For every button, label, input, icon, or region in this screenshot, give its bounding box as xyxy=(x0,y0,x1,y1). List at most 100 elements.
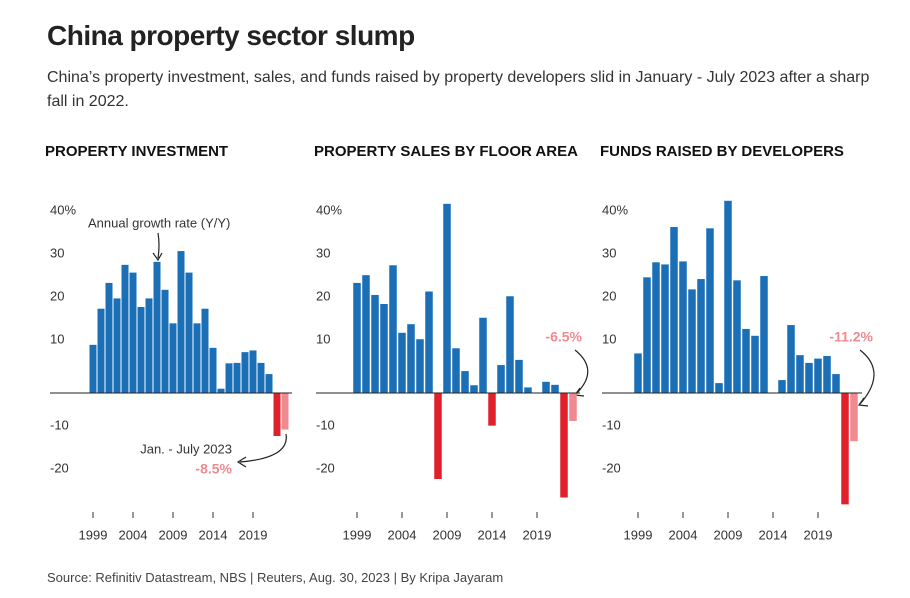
bar xyxy=(823,356,831,393)
x-tick-label: 2004 xyxy=(388,527,417,542)
value-label: -11.2% xyxy=(829,329,873,345)
panel-title: PROPERTY INVESTMENT xyxy=(45,143,228,160)
bar xyxy=(515,359,523,393)
y-tick-label: 40% xyxy=(602,202,628,217)
bar xyxy=(129,272,137,393)
bar xyxy=(652,262,660,393)
bar xyxy=(715,383,723,393)
bar xyxy=(506,296,514,393)
panel-title: FUNDS RAISED BY DEVELOPERS xyxy=(600,143,844,160)
y-tick-label: 10 xyxy=(316,331,330,346)
bar xyxy=(706,228,714,393)
x-tick-label: 1999 xyxy=(343,527,372,542)
bar xyxy=(225,363,233,393)
y-tick-label: -10 xyxy=(602,417,621,432)
bar xyxy=(850,393,858,442)
arrow xyxy=(239,433,287,463)
arrow xyxy=(574,349,589,395)
y-tick-label: 30 xyxy=(50,245,64,260)
bar xyxy=(643,277,651,393)
title: China property sector slump xyxy=(47,20,415,51)
bar xyxy=(742,328,750,393)
y-tick-label: 40% xyxy=(50,202,76,217)
annotation: Annual growth rate (Y/Y) xyxy=(88,215,230,230)
bar xyxy=(443,203,451,393)
value-label: -8.5% xyxy=(195,461,232,477)
bar xyxy=(434,393,442,479)
bar xyxy=(814,358,822,393)
subtitle: China’s property investment, sales, and … xyxy=(47,69,870,110)
bar xyxy=(661,264,669,393)
x-tick-label: 1999 xyxy=(624,527,653,542)
value-label: -6.5% xyxy=(545,329,582,345)
x-tick-label: 2019 xyxy=(804,527,833,542)
bar xyxy=(97,308,105,393)
bar xyxy=(452,348,460,393)
bar xyxy=(470,385,478,393)
bar xyxy=(113,298,121,393)
bar xyxy=(724,200,732,393)
x-tick-label: 2019 xyxy=(239,527,268,542)
annotation: Jan. - July 2023 xyxy=(140,441,232,456)
bar xyxy=(670,227,678,393)
bar xyxy=(634,353,642,393)
bar xyxy=(137,307,145,393)
bar xyxy=(697,279,705,393)
y-tick-label: 30 xyxy=(602,245,616,260)
bar xyxy=(145,298,153,393)
bar xyxy=(760,276,768,393)
bar xyxy=(560,393,568,498)
source: Source: Refinitiv Datastream, NBS | Reut… xyxy=(47,570,504,585)
bar xyxy=(193,323,201,393)
bar xyxy=(362,275,370,393)
bar xyxy=(688,289,696,393)
panel-title: PROPERTY SALES BY FLOOR AREA xyxy=(314,143,578,160)
bar xyxy=(479,317,487,393)
bar xyxy=(832,374,840,393)
y-tick-label: -20 xyxy=(602,460,621,475)
y-tick-label: 10 xyxy=(50,331,64,346)
bar xyxy=(257,362,265,393)
bar xyxy=(733,280,741,393)
bar xyxy=(273,393,281,436)
bar xyxy=(497,365,505,393)
bar xyxy=(161,289,169,393)
bar xyxy=(805,362,813,393)
bar xyxy=(407,324,415,393)
y-tick-label: -20 xyxy=(50,460,69,475)
x-tick-label: 2004 xyxy=(669,527,698,542)
x-tick-label: 2009 xyxy=(433,527,462,542)
arrow-head xyxy=(152,252,163,262)
arrow-head xyxy=(857,397,869,407)
bar xyxy=(89,344,97,393)
bar xyxy=(389,265,397,393)
y-tick-label: 20 xyxy=(602,288,616,303)
x-tick-label: 2009 xyxy=(714,527,743,542)
bar xyxy=(569,393,577,421)
bar xyxy=(153,261,161,393)
bar xyxy=(201,308,209,393)
bar xyxy=(380,303,388,393)
bar xyxy=(488,393,496,426)
bar xyxy=(265,374,273,393)
x-tick-label: 2009 xyxy=(159,527,188,542)
bar xyxy=(217,388,225,393)
y-tick-label: 10 xyxy=(602,331,616,346)
arrow xyxy=(859,349,875,405)
bar xyxy=(249,350,257,393)
bar xyxy=(353,282,361,393)
bar xyxy=(841,393,849,505)
bar xyxy=(425,291,433,393)
bar xyxy=(209,347,217,393)
x-tick-label: 2014 xyxy=(478,527,507,542)
x-tick-label: 1999 xyxy=(79,527,108,542)
bar xyxy=(751,335,759,393)
bar xyxy=(461,371,469,393)
bar xyxy=(371,294,379,393)
x-tick-label: 2014 xyxy=(199,527,228,542)
bar xyxy=(169,323,177,393)
bar xyxy=(281,393,289,430)
bar xyxy=(177,251,185,393)
